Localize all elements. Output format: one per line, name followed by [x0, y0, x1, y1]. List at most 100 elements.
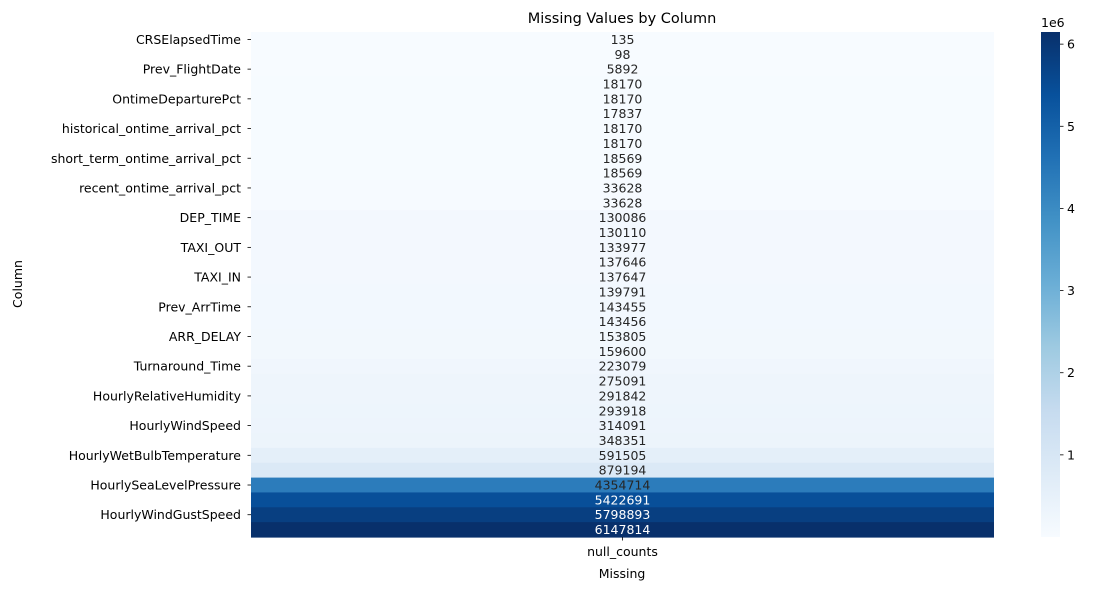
cell-value-label: 18170 — [603, 76, 643, 91]
heatmap-cell — [251, 210, 994, 226]
cell-value-label: 159600 — [599, 344, 647, 359]
colorbar-tick-label: 4 — [1067, 201, 1075, 216]
cell-value-label: 130110 — [599, 225, 647, 240]
heatmap-cell — [251, 91, 994, 107]
y-tick-label: historical_ontime_arrival_pct — [62, 121, 241, 136]
heatmap-cell — [251, 329, 994, 345]
cell-value-label: 5892 — [607, 62, 639, 77]
heatmap-cell — [251, 150, 994, 167]
cell-value-label: 98 — [615, 47, 631, 62]
y-axis-ticks: CRSElapsedTime Prev_FlightDate OntimeDepar… — [51, 32, 251, 522]
y-tick-label: HourlyRelativeHumidity — [93, 388, 242, 403]
heatmap-cell — [251, 195, 994, 211]
cell-value-label: 314091 — [599, 418, 647, 433]
heatmap-cell — [251, 492, 994, 508]
heatmap-cell — [251, 180, 994, 196]
y-tick-label: HourlySeaLevelPressure — [90, 478, 241, 493]
heatmap-cell — [251, 373, 994, 390]
heatmap-cell — [251, 358, 994, 375]
x-tick-label: null_counts — [587, 544, 658, 559]
cell-value-label: 137646 — [599, 255, 647, 270]
heatmap-cell — [251, 165, 994, 182]
cell-value-label: 275091 — [599, 374, 647, 389]
heatmap-cell — [251, 447, 994, 464]
y-tick-label: DEP_TIME — [180, 210, 241, 225]
y-tick-label: TAXI_IN — [193, 270, 241, 285]
cell-value-label: 4354714 — [595, 478, 651, 493]
heatmap-cell — [251, 106, 994, 122]
heatmap-cell — [251, 284, 994, 300]
heatmap-cell — [251, 403, 994, 419]
cell-value-label: 293918 — [599, 403, 647, 418]
y-tick-label: Prev_ArrTime — [158, 299, 241, 314]
heatmap-cell — [251, 32, 994, 48]
heatmap-cells — [251, 32, 994, 538]
y-tick-label: ARR_DELAY — [169, 329, 242, 344]
cell-value-label: 5798893 — [595, 507, 651, 522]
heatmap-cell — [251, 388, 994, 404]
cell-value-label: 143456 — [599, 314, 647, 329]
cell-value-label: 223079 — [599, 359, 647, 374]
heatmap-cell — [251, 76, 994, 93]
heatmap-cell — [251, 225, 994, 241]
heatmap-cell-labels: 1359858921817018170178371817018170185691… — [595, 32, 651, 537]
cell-value-label: 291842 — [599, 388, 647, 403]
colorbar-scale-label: 1e6 — [1041, 15, 1065, 30]
colorbar-tick-label: 6 — [1067, 37, 1075, 52]
colorbar-tick-label: 2 — [1067, 365, 1075, 380]
cell-value-label: 348351 — [599, 433, 647, 448]
chart-title: Missing Values by Column — [528, 11, 717, 27]
colorbar-tick-label: 1 — [1067, 447, 1075, 462]
heatmap-cell — [251, 477, 994, 494]
cell-value-label: 135 — [611, 32, 635, 47]
cell-value-label: 33628 — [603, 180, 643, 195]
heatmap-cell — [251, 239, 994, 256]
heatmap-cell — [251, 522, 994, 538]
cell-value-label: 6147814 — [595, 522, 651, 537]
heatmap-cell — [251, 314, 994, 330]
colorbar — [1041, 32, 1060, 537]
cell-value-label: 17837 — [603, 106, 643, 121]
cell-value-label: 18170 — [603, 136, 643, 151]
heatmap-cell — [251, 254, 994, 271]
y-tick-label: HourlyWetBulbTemperature — [69, 448, 242, 463]
cell-value-label: 18170 — [603, 121, 643, 136]
heatmap-cell — [251, 462, 994, 479]
cell-value-label: 18170 — [603, 91, 643, 106]
colorbar-tick-label: 5 — [1067, 119, 1075, 134]
cell-value-label: 591505 — [599, 448, 647, 463]
heatmap-cell — [251, 507, 994, 523]
y-tick-label: Prev_FlightDate — [143, 62, 242, 77]
cell-value-label: 130086 — [599, 210, 647, 225]
y-tick-label: short_term_ontime_arrival_pct — [51, 151, 241, 166]
cell-value-label: 33628 — [603, 195, 643, 210]
heatmap-cell — [251, 343, 994, 360]
colorbar-tick-label: 3 — [1067, 283, 1075, 298]
y-tick-label: OntimeDeparturePct — [112, 91, 241, 106]
y-tick-label: HourlyWindSpeed — [129, 418, 241, 433]
heatmap-cell — [251, 269, 994, 286]
cell-value-label: 139791 — [599, 284, 647, 299]
cell-value-label: 18569 — [603, 151, 643, 166]
y-tick-label: recent_ontime_arrival_pct — [79, 180, 241, 195]
x-axis-ticks: null_counts — [587, 537, 658, 559]
heatmap-cell — [251, 299, 994, 315]
y-axis-label: Column — [10, 260, 25, 308]
y-tick-label: TAXI_OUT — [180, 240, 242, 255]
colorbar-ticks: 1 2 3 4 5 6 — [1060, 37, 1075, 462]
heatmap-cell — [251, 121, 994, 137]
heatmap-cell — [251, 61, 994, 78]
heatmap-cell — [251, 433, 994, 449]
cell-value-label: 137647 — [599, 270, 647, 285]
cell-value-label: 153805 — [599, 329, 647, 344]
cell-value-label: 133977 — [599, 240, 647, 255]
cell-value-label: 143455 — [599, 299, 647, 314]
x-axis-label: Missing — [599, 566, 646, 581]
y-tick-label: HourlyWindGustSpeed — [100, 507, 241, 522]
heatmap-cell — [251, 418, 994, 434]
heatmap-cell — [251, 135, 994, 152]
heatmap-cell — [251, 46, 994, 63]
cell-value-label: 879194 — [599, 463, 647, 478]
cell-value-label: 5422691 — [595, 492, 651, 507]
